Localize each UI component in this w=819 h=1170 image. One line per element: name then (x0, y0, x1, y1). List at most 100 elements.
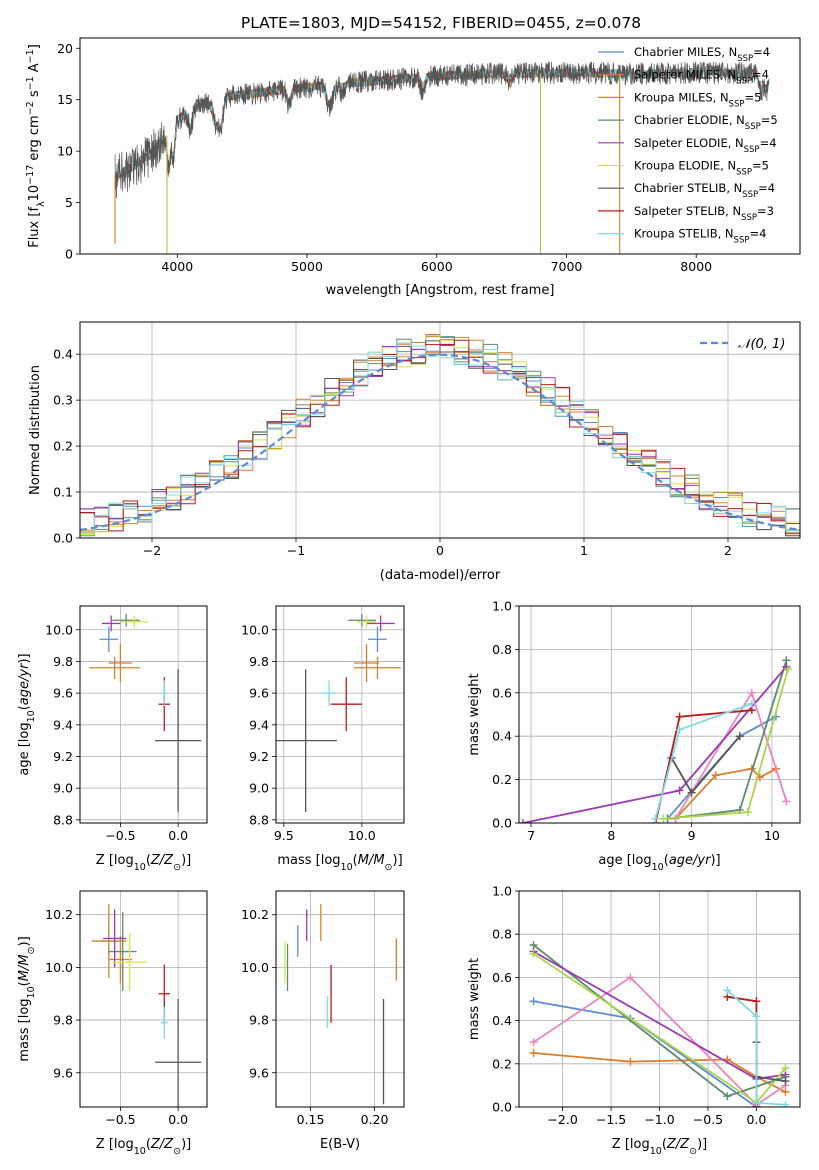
residuals-ytick-label: 0.1 (53, 485, 73, 500)
spectrum-ytick-label: 0 (65, 247, 73, 262)
mass_weight_vs_z-ytick-label: 1.0 (492, 884, 512, 899)
mass_vs_z-frame (79, 890, 208, 1108)
legend-label-text: Salpeter MILES, N (634, 68, 736, 82)
spectrum-ylabel-part: A (27, 63, 42, 76)
mass_weight_vs_age-marker (735, 732, 744, 741)
mass-vs-z-xlabel-part: ( (146, 1137, 151, 1152)
spectrum-xtick-label: 4000 (161, 259, 193, 274)
legend-label-text: Chabrier STELIB, N (634, 181, 742, 195)
age_vs_mass-axes: 9.5 10.0 8.8 9.0 9.2 9.4 9.6 9.8 10.0 (241, 606, 404, 843)
mass-weight-vs-z-xlabel: Z [log10(Z/Z⊙)] (612, 1137, 707, 1157)
mass_weight_vs_z-series-kroupa-stelib-8 (723, 986, 790, 1107)
mass_weight_vs_z-line (532, 976, 786, 1106)
mass_weight_vs_z-marker (529, 949, 538, 958)
legend-label-text: Chabrier ELODIE, N (634, 113, 745, 127)
mass_vs_z-point-kroupa-miles (91, 904, 127, 978)
mass_weight_vs_z-marker (752, 997, 761, 1006)
mass-weight-vs-z-xlabel-part: )] (697, 1137, 707, 1152)
mass_weight_vs_age-xtick-label: 7 (527, 828, 535, 843)
mass_weight_vs_age-marker (675, 725, 684, 734)
mass_vs_z-points (91, 904, 202, 1107)
legend-label-tail: =4 (752, 68, 769, 82)
mass_vs_z-point-salpeter-elodie (103, 909, 127, 968)
mass_weight_vs_age-series-salpeter-elodie-4 (519, 662, 791, 823)
spectrum-ylabel-part: erg cm (27, 115, 42, 164)
legend-label-sub: SSP (729, 99, 745, 109)
mass_weight_vs_z-marker (529, 1038, 538, 1047)
legend-label-kroupa-elodie: Kroupa ELODIE, NSSP=5 (634, 159, 769, 178)
age-vs-mass-xlabel-part: ⊙ (385, 862, 393, 873)
legend-label-kroupa-stelib: Kroupa STELIB, NSSP=4 (634, 227, 766, 246)
mass_weight_vs_z-ylabel: mass weight (467, 958, 482, 1040)
mass_vs_z-point-kroupa-elodie (112, 933, 147, 992)
age_vs_mass-xtick-label: 9.5 (274, 828, 294, 843)
spectrum-ytick-label: 5 (65, 195, 73, 210)
mass_weight_vs_z-marker (781, 1100, 790, 1107)
mass_vs_ebv-xtick-label: 0.15 (297, 1112, 325, 1127)
age_vs_z-axes: −0.5 0.0 8.8 9.0 9.2 9.4 9.6 9.8 10.0 (45, 606, 207, 843)
legend-label-text: Chabrier MILES, N (634, 45, 737, 59)
mass-vs-z-ylabel-part: 10 (26, 986, 37, 998)
mass_weight_vs_age-line (670, 735, 741, 795)
age_vs_z-ytick-label: 9.0 (53, 781, 73, 796)
residuals-ytick-label: 0.4 (53, 347, 73, 362)
mass_weight_vs_age-marker (519, 819, 528, 823)
mass-vs-z-xlabel-part: Z [log (96, 1137, 134, 1152)
age_vs_z-point-chabrier-miles (99, 626, 119, 652)
mass-weight-vs-z-xlabel-part: Z [log (612, 1137, 650, 1152)
mass_vs_z-ytick-label: 10.0 (45, 960, 73, 975)
spectrum-ytick-label: 10 (57, 144, 73, 159)
spectrum-axes: 4000 5000 6000 7000 8000 0 5 10 15 20 (57, 41, 712, 274)
mass_weight_vs_age-frame (518, 605, 801, 824)
age_vs_z-ytick-label: 9.8 (53, 654, 73, 669)
mass_weight_vs_age-marker (675, 712, 684, 721)
mass_weight_vs_age-xtick-label: 9 (688, 828, 696, 843)
mass-vs-z-xlabel-part: Z/Z (150, 1137, 174, 1152)
mass-vs-z-xlabel: Z [log10(Z/Z⊙)] (96, 1137, 191, 1157)
residuals-axes: −2 −1 0 1 2 0.0 0.1 0.2 0.3 0.4 (53, 322, 800, 558)
mass_vs_z-ytick-label: 9.6 (53, 1065, 73, 1080)
age_vs_mass-point-salpeter-miles (354, 644, 380, 683)
legend-label-tail: =3 (757, 204, 774, 218)
age-vs-z-xlabel-part: 10 (134, 862, 146, 873)
spectrum-xtick-label: 5000 (291, 259, 323, 274)
age_vs_mass-ytick-label: 10.0 (241, 622, 269, 637)
residuals-hists (80, 334, 800, 537)
mass-weight-vs-z-xlabel-part: 10 (650, 1146, 662, 1157)
mass_vs_ebv-ytick-label: 9.6 (249, 1065, 269, 1080)
legend-label-tail: =4 (749, 227, 766, 241)
age_vs_z-points (89, 613, 202, 812)
legend-label-salpeter-stelib: Salpeter STELIB, NSSP=3 (634, 204, 774, 223)
mass_weight_vs_z-frame (518, 890, 801, 1108)
spectrum-lines (114, 61, 770, 254)
mass_weight_vs_z-xtick-label: −2.0 (547, 1112, 577, 1127)
age_vs_mass-point-salpeter-elodie (366, 615, 395, 632)
spectrum-ylabel-part: 10 (27, 185, 42, 202)
mass_vs_z-ytick-label: 10.2 (45, 907, 73, 922)
spectrum-xlabel: wavelength [Angstrom, rest frame] (326, 283, 555, 298)
mass_weight_vs_z-marker (723, 1092, 732, 1101)
mass_weight_vs_age-xtick-label: 10 (764, 828, 780, 843)
age_vs_z-point-salpeter-miles (108, 644, 132, 683)
age-vs-z-ylabel-part: ( (17, 705, 32, 710)
mass_weight_vs_age-series-chabrier-elodie-3 (663, 656, 791, 823)
mass_weight_vs_age-marker (711, 771, 720, 780)
mass_vs_ebv-xtick-label: 0.20 (361, 1112, 389, 1127)
age-vs-z-ylabel: age [log10(age/yr)] (17, 653, 37, 775)
mass_vs_z-xtick-label: 0.0 (168, 1112, 188, 1127)
mass-vs-z-ylabel-part: mass [log (17, 998, 32, 1061)
age-vs-z-ylabel-part: )] (17, 653, 32, 663)
age_vs_mass-ytick-label: 9.4 (249, 717, 269, 732)
mass_vs_z-point-chabrier-stelib (155, 999, 202, 1107)
legend-label-text: Kroupa ELODIE, N (634, 159, 736, 173)
legend-label-sub: SSP (734, 236, 750, 246)
mass_weight_vs_age-xtick-label: 8 (607, 828, 615, 843)
mass_weight_vs_age-line (522, 666, 788, 823)
legend-label-chabrier-stelib: Chabrier STELIB, NSSP=4 (634, 181, 775, 200)
residual-hist-salpeter-stelib (80, 339, 800, 535)
spectrum-xtick-label: 7000 (551, 259, 583, 274)
mass_weight_vs_z-series (529, 941, 790, 1107)
age_vs_mass-ytick-label: 8.8 (249, 812, 269, 827)
mass_weight_vs_age-series-salpeter-miles-2 (671, 688, 791, 823)
mass-vs-z-xlabel-part: 10 (134, 1146, 146, 1157)
